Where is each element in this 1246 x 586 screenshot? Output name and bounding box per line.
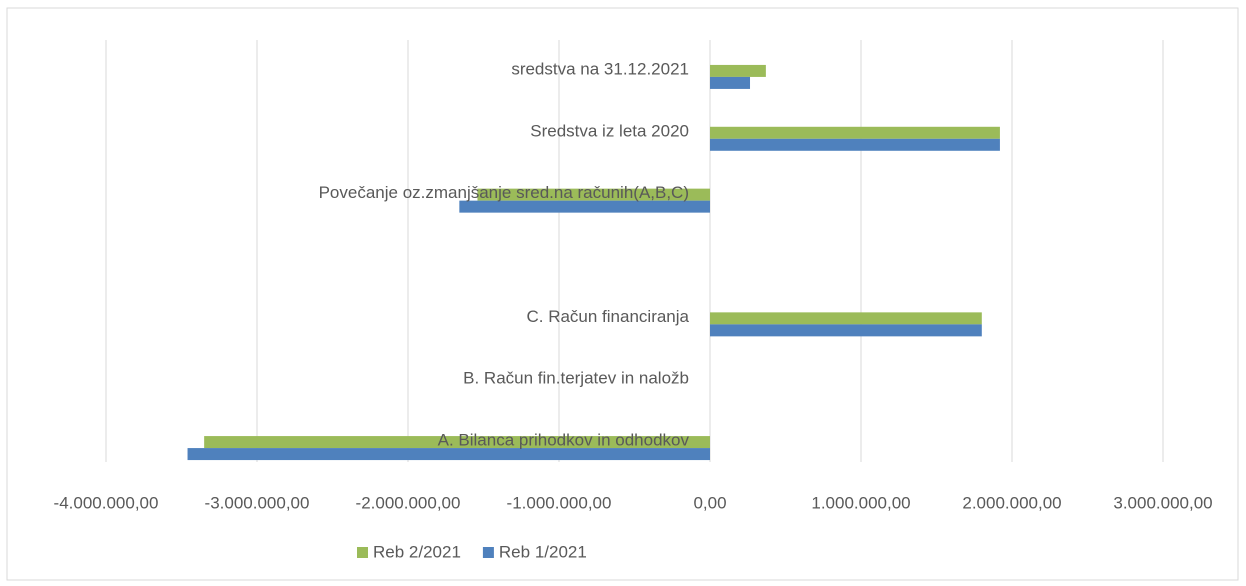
y-tick-label: C. Račun financiranja (526, 307, 689, 326)
bar (459, 200, 710, 213)
x-tick-label: -1.000.000,00 (507, 493, 612, 512)
y-tick-label: sredstva na 31.12.2021 (511, 59, 689, 78)
x-tick-label: -3.000.000,00 (205, 493, 310, 512)
legend-swatch (357, 547, 368, 558)
bar (710, 324, 982, 337)
legend-label: Reb 2/2021 (373, 542, 461, 561)
bar (710, 126, 1000, 139)
bar (710, 138, 1000, 151)
bar (187, 448, 711, 461)
chart-border (6, 7, 1239, 581)
bar (710, 64, 766, 77)
x-tick-label: 1.000.000,00 (811, 493, 910, 512)
bar (710, 312, 982, 325)
y-tick-label: Sredstva iz leta 2020 (530, 121, 689, 140)
x-tick-label: -4.000.000,00 (54, 493, 159, 512)
x-tick-label: 3.000.000,00 (1113, 493, 1212, 512)
x-tick-label: 2.000.000,00 (962, 493, 1061, 512)
bar (477, 188, 710, 201)
x-tick-label: 0,00 (693, 493, 726, 512)
x-tick-label: -2.000.000,00 (356, 493, 461, 512)
bar (710, 76, 751, 89)
bar (204, 436, 710, 449)
y-tick-label: B. Račun fin.terjatev in naložb (463, 369, 689, 388)
y-tick-label: Povečanje oz.zmanjšanje sred.na računih(… (319, 183, 689, 202)
y-tick-label: A. Bilanca prihodkov in odhodkov (438, 431, 690, 450)
legend-swatch (482, 547, 494, 558)
legend-label: Reb 1/2021 (499, 542, 587, 561)
